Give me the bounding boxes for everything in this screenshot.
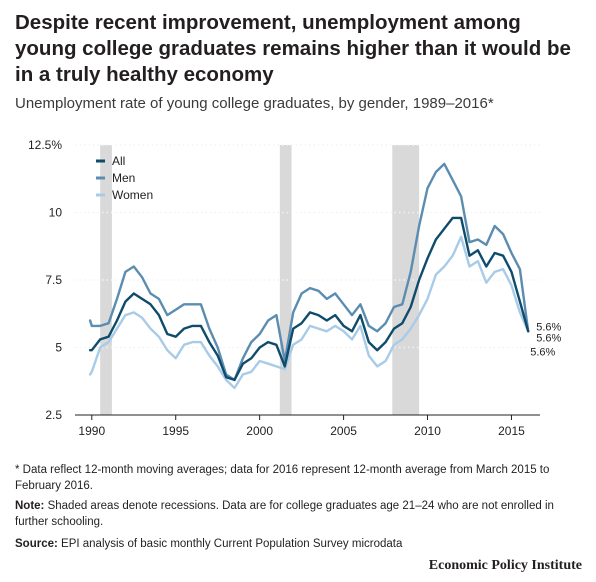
line-chart: 2.5 5 7.5 10 12.5% 1990 1995 2000 2005 2010 2015 5.… xyxy=(28,138,562,438)
legend-label-all: All xyxy=(112,154,125,168)
recession-band-3 xyxy=(392,145,420,415)
brand-logo: Economic Policy Institute xyxy=(428,558,582,573)
y-tick-label: 7.5 xyxy=(45,273,62,287)
note-footnote: Note: Shaded areas denote recessions. Da… xyxy=(15,498,585,530)
x-tick-label: 2010 xyxy=(414,424,441,438)
asterisk-footnote: * Data reflect 12-month moving averages;… xyxy=(15,464,550,492)
x-tick-label: 2000 xyxy=(246,424,273,438)
note-label: Note: xyxy=(15,500,45,512)
series-line-all xyxy=(88,216,530,382)
chart-title: Despite recent improvement, unemployment… xyxy=(15,11,571,86)
x-tick-label: 1990 xyxy=(78,424,105,438)
source-footnote: Source: EPI analysis of basic monthly Cu… xyxy=(15,536,585,552)
end-label-all: 5.6% xyxy=(536,321,561,333)
series-line-men xyxy=(88,162,530,382)
note-text: Shaded areas denote recessions. Data are… xyxy=(15,500,554,528)
source-label: Source: xyxy=(15,538,58,550)
recession-band-1 xyxy=(100,145,112,415)
end-label-women: 5.6% xyxy=(530,346,555,358)
y-tick-label: 10 xyxy=(49,206,63,220)
series-line-women xyxy=(88,235,530,390)
x-tick-label: 2015 xyxy=(498,424,525,438)
y-tick-label: 5 xyxy=(55,341,62,355)
source-text: EPI analysis of basic monthly Current Po… xyxy=(57,538,403,550)
legend-label-women: Women xyxy=(112,188,153,202)
chart-subtitle: Unemployment rate of young college gradu… xyxy=(15,95,494,112)
x-tick-label: 1995 xyxy=(162,424,189,438)
legend-label-men: Men xyxy=(112,171,135,185)
y-tick-label: 2.5 xyxy=(45,408,62,422)
x-tick-label: 2005 xyxy=(330,424,357,438)
end-label-men: 5.6% xyxy=(536,332,561,344)
recession-band-2 xyxy=(279,145,292,415)
y-tick-label: 12.5% xyxy=(28,138,62,152)
